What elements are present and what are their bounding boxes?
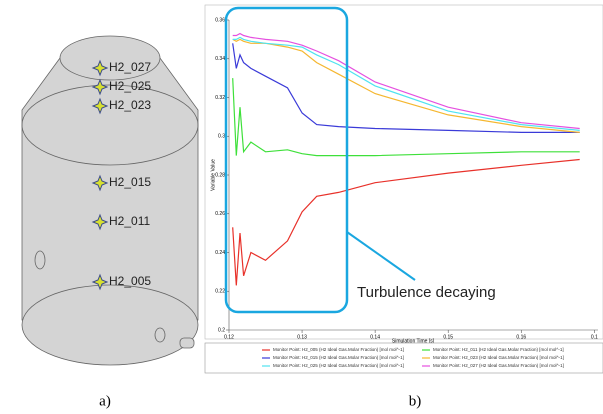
caption: a) [99, 393, 111, 409]
point-label: H2_015 [109, 175, 151, 189]
legend-label: Monitor Point: H2_011 (H2 Ideal Gas.Mola… [433, 347, 564, 352]
y-tick-label: 0.22 [215, 289, 225, 295]
point-label: H2_005 [109, 274, 151, 288]
y-tick-label: 0.36 [215, 17, 225, 23]
x-tick-label: 0.13 [297, 334, 307, 340]
y-tick-label: 0.2 [218, 327, 225, 333]
legend-label: Monitor Point: H2_023 (H2 Ideal Gas.Mola… [433, 355, 564, 360]
y-tick-label: 0.3 [218, 134, 225, 140]
y-tick-label: 0.24 [215, 250, 225, 256]
x-tick-label: 0.12 [224, 334, 234, 340]
x-tick-label: 0.15 [443, 334, 453, 340]
caption: b) [409, 393, 422, 409]
y-tick-label: 0.28 [215, 172, 225, 178]
outlet [180, 338, 194, 348]
x-tick-label: 0.14 [370, 334, 380, 340]
y-tick-label: 0.34 [215, 56, 225, 62]
x-tick-label: 0.16 [516, 334, 526, 340]
figure: H2_027H2_025H2_023H2_015H2_011H2_005 a) … [0, 0, 603, 414]
legend-label: Monitor Point: H2_025 (H2 Ideal Gas.Mola… [273, 363, 404, 368]
point-label: H2_025 [109, 79, 151, 93]
y-tick-label: 0.26 [215, 211, 225, 217]
legend-label: Monitor Point: H2_005 (H2 Ideal Gas.Mola… [273, 347, 404, 352]
point-label: H2_023 [109, 98, 151, 112]
legend-label: Monitor Point: H2_027 (H2 Ideal Gas.Mola… [433, 363, 564, 368]
point-label: H2_011 [109, 214, 150, 228]
x-tick-label: 0.1 [591, 334, 598, 340]
point-label: H2_027 [109, 60, 151, 74]
vessel-bottom [22, 285, 198, 365]
y-tick-label: 0.32 [215, 95, 225, 101]
legend-label: Monitor Point: H2_015 (H2 Ideal Gas.Mola… [273, 355, 404, 360]
annotation: Turbulence decaying [357, 284, 496, 301]
